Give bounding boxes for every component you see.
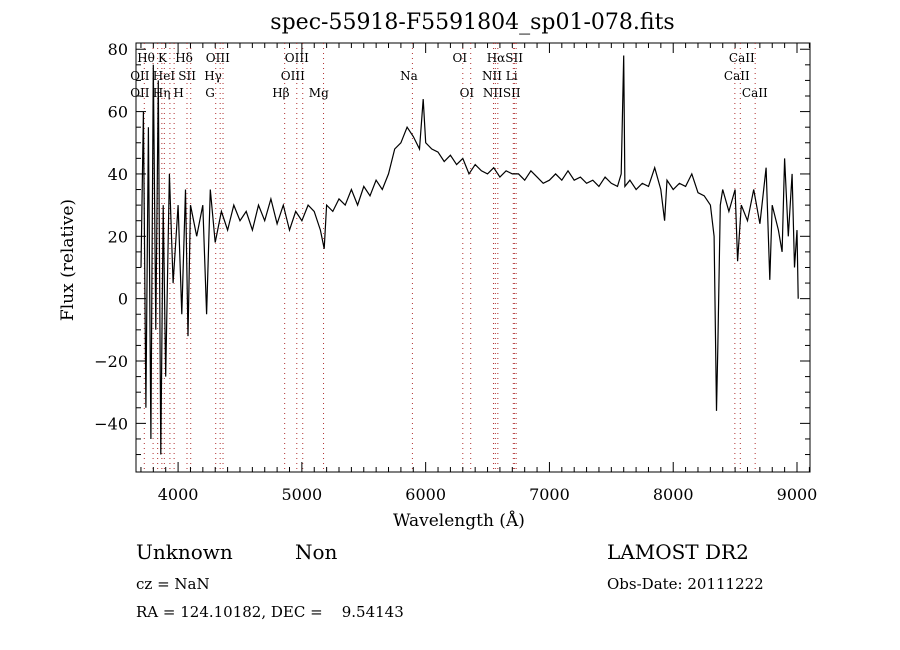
line-label: CaII — [729, 51, 755, 65]
coords-label: RA = 124.10182, DEC = 9.54143 — [136, 603, 404, 621]
line-label: NII Li — [482, 69, 518, 83]
line-label: OIII — [285, 51, 309, 65]
class-label: Unknown — [136, 540, 233, 564]
line-label: SII — [178, 69, 196, 83]
x-tick-label: 5000 — [282, 485, 323, 504]
x-axis-label: Wavelength (Å) — [393, 511, 525, 531]
line-label: H — [173, 86, 183, 100]
cz-label: cz = NaN — [136, 575, 210, 593]
line-label: Hθ — [137, 51, 155, 65]
survey-label: LAMOST DR2 — [607, 540, 749, 564]
y-tick-label: 40 — [108, 165, 128, 184]
line-label: Mg — [309, 86, 329, 100]
line-label: Hγ — [204, 69, 222, 83]
x-tick-label: 6000 — [405, 485, 446, 504]
subclass-label: Non — [295, 540, 338, 564]
y-tick-label: −40 — [94, 414, 128, 433]
y-axis-label: Flux (relative) — [58, 198, 78, 322]
line-label: Hη — [153, 86, 171, 100]
y-tick-label: 0 — [118, 290, 128, 309]
line-label: OI — [453, 51, 468, 65]
line-label: G — [205, 86, 215, 100]
line-label: Na — [400, 69, 418, 83]
line-label: HeI — [153, 69, 176, 83]
x-tick-label: 9000 — [777, 485, 818, 504]
plot-frame — [135, 42, 811, 473]
line-label: CaII — [724, 69, 750, 83]
chart-title: spec-55918-F5591804_sp01-078.fits — [270, 10, 675, 35]
x-tick-label: 8000 — [653, 485, 694, 504]
y-tick-label: 80 — [108, 40, 128, 59]
y-tick-label: 60 — [108, 103, 128, 122]
line-label: K — [158, 51, 168, 65]
line-label: CaII — [742, 86, 768, 100]
x-tick-label: 7000 — [529, 485, 570, 504]
x-tick-label: 4000 — [158, 485, 199, 504]
spectrum-line — [140, 55, 799, 455]
y-tick-label: 20 — [108, 227, 128, 246]
line-label: Hδ — [175, 51, 193, 65]
line-label: NIISII — [483, 86, 521, 100]
line-label: OI — [460, 86, 475, 100]
line-label: OII — [130, 86, 150, 100]
line-label: OII — [130, 69, 150, 83]
obs-date-label: Obs-Date: 20111222 — [607, 575, 764, 593]
line-label: OIII — [206, 51, 230, 65]
line-label: Hβ — [272, 86, 289, 100]
line-label: HαSII — [487, 51, 524, 65]
line-label: OIII — [281, 69, 305, 83]
y-tick-label: −20 — [94, 352, 128, 371]
